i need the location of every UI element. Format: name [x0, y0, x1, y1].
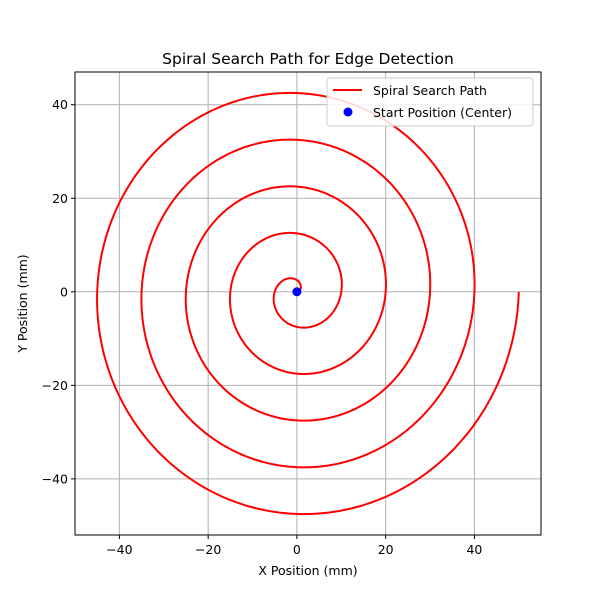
x-tick-label: 0: [293, 542, 301, 557]
x-tick-label: −40: [106, 542, 132, 557]
x-axis-ticks: −40 −20 0 20 40: [106, 535, 482, 557]
y-axis-ticks: −40 −20 0 20 40: [42, 97, 75, 486]
legend: Spiral Search Path Start Position (Cente…: [326, 77, 534, 127]
y-tick-label: −40: [42, 471, 68, 486]
legend-box: [326, 77, 534, 127]
legend-point-marker: [343, 107, 353, 117]
x-tick-label: 20: [378, 542, 394, 557]
x-tick-label: 40: [466, 542, 482, 557]
x-tick-label: −20: [195, 542, 221, 557]
y-tick-label: 0: [60, 284, 68, 299]
legend-label-start: Start Position (Center): [373, 105, 512, 120]
x-axis-label: X Position (mm): [258, 563, 357, 578]
spiral-path-line: [96, 91, 520, 516]
legend-label-path: Spiral Search Path: [373, 83, 487, 98]
chart-title: Spiral Search Path for Edge Detection: [162, 50, 454, 68]
y-tick-label: −20: [42, 378, 68, 393]
y-tick-label: 40: [52, 97, 68, 112]
y-axis-label: Y Position (mm): [15, 254, 30, 353]
y-tick-label: 20: [52, 191, 68, 206]
axes-frame: [74, 71, 542, 536]
start-position-point: [292, 287, 302, 297]
plot-area: [96, 91, 520, 516]
